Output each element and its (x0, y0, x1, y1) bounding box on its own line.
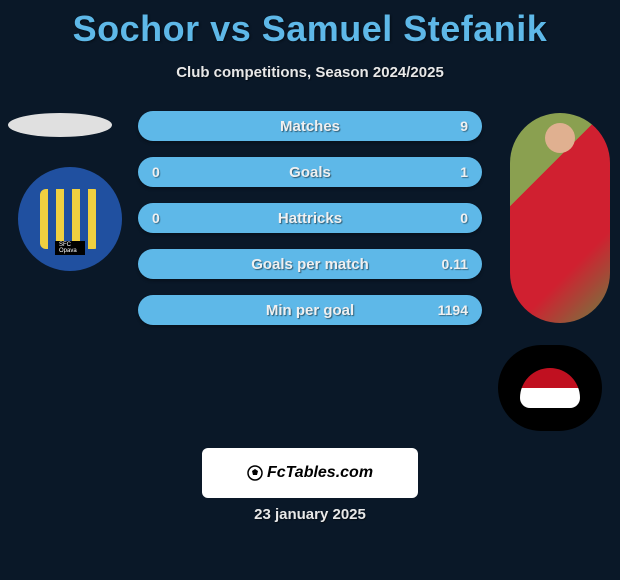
club-right-badge-inner (520, 368, 580, 408)
soccer-ball-icon (247, 465, 263, 481)
stat-right-value: 1 (460, 164, 468, 180)
comparison-content: SFC Opava Matches 9 0 Goals 1 0 Hattrick… (0, 111, 620, 325)
stat-row-goals: 0 Goals 1 (138, 157, 482, 187)
date-text: 23 january 2025 (0, 506, 620, 523)
stat-right-value: 1194 (438, 302, 468, 318)
stat-label: Goals (138, 164, 482, 181)
subtitle: Club competitions, Season 2024/2025 (0, 64, 620, 81)
stat-right-value: 0 (460, 210, 468, 226)
page-title: Sochor vs Samuel Stefanik (0, 0, 620, 50)
club-left-label: SFC Opava (55, 241, 85, 255)
stat-right-value: 9 (460, 118, 468, 134)
footer-brand: FcTables.com (247, 464, 373, 482)
stat-label: Min per goal (138, 302, 482, 319)
stat-row-matches: Matches 9 (138, 111, 482, 141)
stat-row-min-per-goal: Min per goal 1194 (138, 295, 482, 325)
player-left-photo (8, 113, 112, 137)
stat-right-value: 0.11 (442, 256, 468, 272)
stat-left-value: 0 (152, 164, 160, 180)
stat-label: Matches (138, 118, 482, 135)
footer-brand-text: FcTables.com (267, 464, 373, 482)
stat-row-goals-per-match: Goals per match 0.11 (138, 249, 482, 279)
stat-left-value: 0 (152, 210, 160, 226)
player-right-photo (510, 113, 610, 323)
club-left-badge: SFC Opava (18, 167, 122, 271)
stat-row-hattricks: 0 Hattricks 0 (138, 203, 482, 233)
club-left-badge-inner: SFC Opava (40, 189, 100, 249)
stat-rows: Matches 9 0 Goals 1 0 Hattricks 0 Goals … (138, 111, 482, 325)
club-right-badge (498, 345, 602, 431)
stat-label: Goals per match (138, 256, 482, 273)
footer-brand-box: FcTables.com (202, 448, 418, 498)
stat-label: Hattricks (138, 210, 482, 227)
